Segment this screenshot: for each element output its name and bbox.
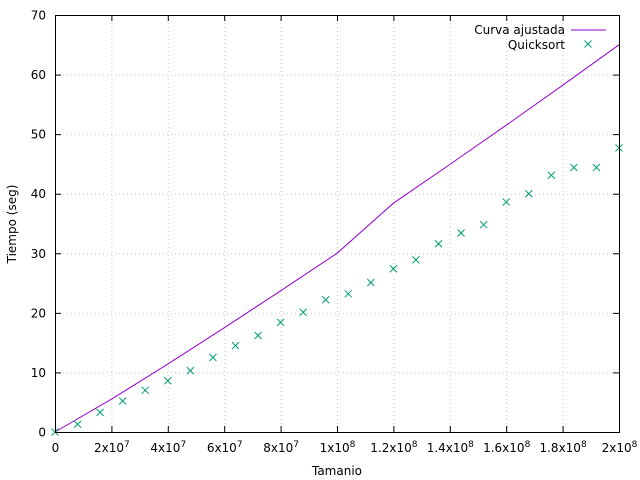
x-tick-label: 0	[52, 441, 60, 455]
data-point	[186, 366, 195, 375]
data-point	[366, 278, 375, 287]
y-axis: 0 10 20 30 40 50 60 70	[31, 9, 619, 440]
x-tick-label: 2x108	[602, 440, 638, 455]
data-point	[479, 220, 488, 229]
y-axis-label: Tiempo (seg)	[5, 185, 19, 265]
data-point	[412, 255, 420, 264]
legend-label-quicksort: Quicksort	[508, 38, 565, 52]
data-point	[141, 386, 150, 395]
x-tick-label: 1.4x108	[427, 440, 474, 455]
data-point	[570, 163, 578, 172]
x-tick-label: 1x108	[320, 440, 356, 455]
legend-marker	[584, 40, 592, 48]
data-point	[254, 331, 262, 340]
y-tick-label: 60	[31, 68, 46, 82]
data-point	[321, 295, 330, 304]
data-point	[344, 289, 353, 298]
x-axis: 0 2x107 4x107 6x107 8x107 1x108 1.2x108 1.4x108…	[52, 15, 638, 455]
data-point	[434, 239, 443, 248]
data-point	[299, 308, 308, 317]
data-point	[524, 189, 533, 198]
data-point	[276, 318, 285, 327]
legend: Curva ajustada Quicksort	[474, 23, 606, 52]
data-point	[231, 341, 240, 350]
x-tick-label: 6x107	[207, 440, 243, 455]
x-tick-label: 1.8x108	[539, 440, 586, 455]
x-axis-label: Tamanio	[311, 464, 362, 478]
x-tick-label: 4x107	[150, 440, 186, 455]
series-line-fit	[54, 44, 620, 433]
data-point	[118, 397, 127, 405]
data-point	[502, 198, 511, 206]
data-point	[163, 376, 172, 385]
x-tick-label: 8x107	[263, 440, 299, 455]
y-tick-label: 70	[31, 9, 46, 23]
y-tick-label: 50	[31, 128, 46, 142]
data-point	[96, 408, 104, 417]
plot-area	[51, 44, 623, 436]
x-tick-label: 1.2x108	[370, 440, 417, 455]
y-tick-label: 40	[31, 187, 46, 201]
y-tick-label: 10	[31, 366, 46, 380]
data-point	[73, 420, 82, 429]
legend-swatch-quicksort	[584, 40, 592, 48]
x-tick-label: 2x107	[94, 440, 130, 455]
data-point	[547, 171, 556, 180]
y-tick-label: 0	[38, 426, 46, 440]
data-point	[457, 229, 465, 237]
y-tick-label: 20	[31, 306, 46, 320]
y-tick-label: 30	[31, 247, 46, 261]
data-point	[209, 353, 217, 362]
grid	[55, 15, 619, 432]
data-point	[389, 264, 398, 273]
x-tick-label: 1.6x108	[483, 440, 530, 455]
data-point	[592, 163, 601, 172]
plot-frame	[55, 15, 620, 433]
legend-label-fit: Curva ajustada	[474, 23, 565, 37]
